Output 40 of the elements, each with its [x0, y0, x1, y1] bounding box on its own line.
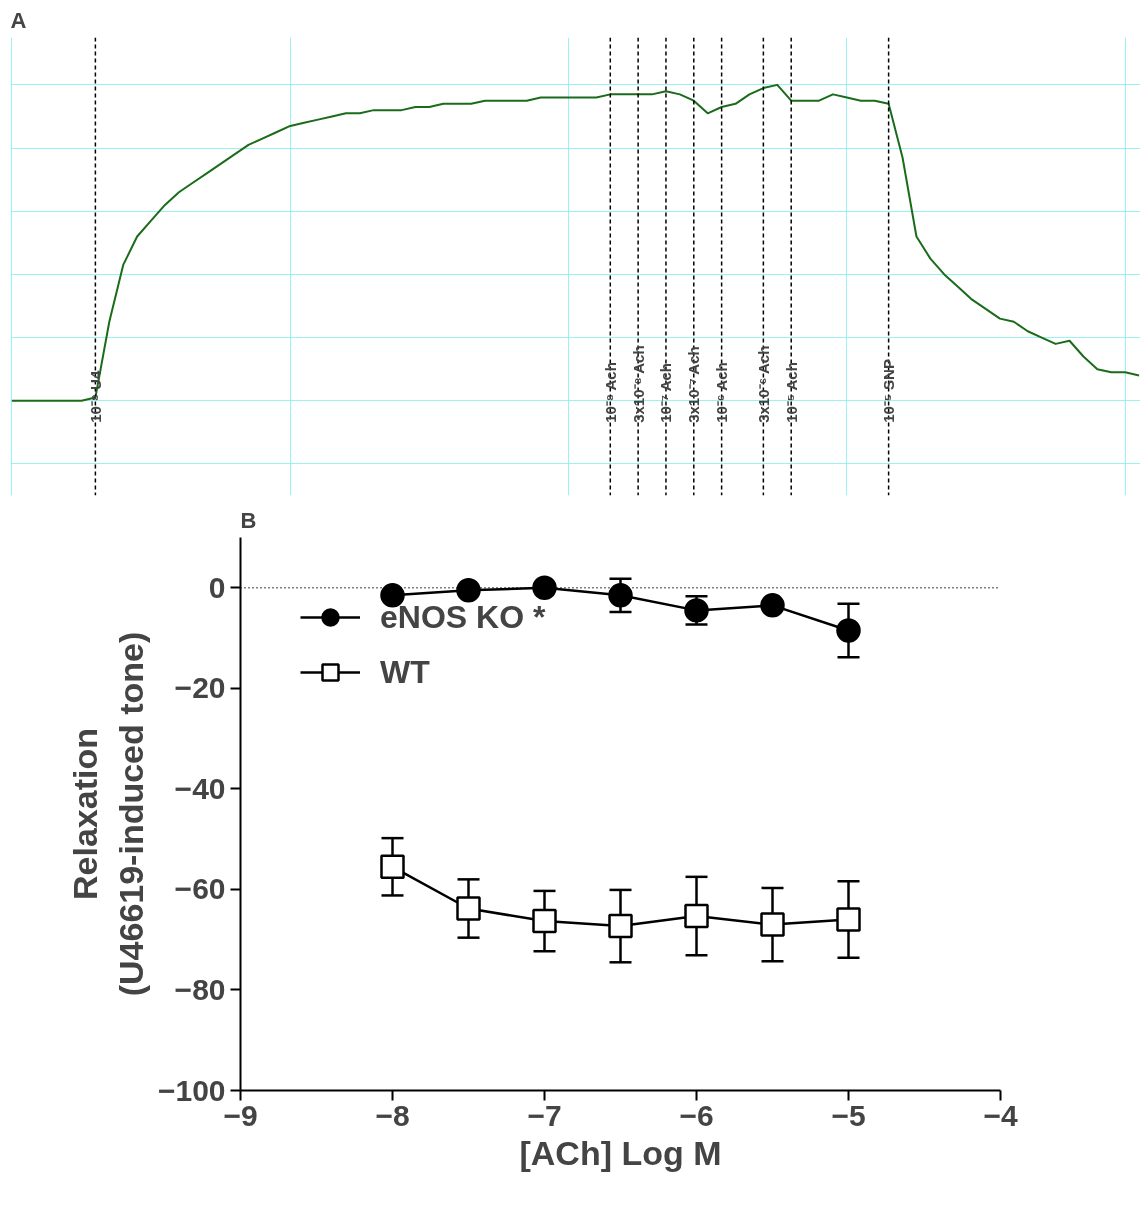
y-axis-title: Relaxation (U46619-induced tone) — [66, 631, 150, 997]
x-tick-label: −6 — [679, 1098, 714, 1132]
point — [456, 896, 481, 921]
x-axis-title: [ACh] Log M — [519, 1133, 722, 1172]
x-tick-label: −8 — [375, 1098, 410, 1132]
legend-label: WT — [380, 653, 430, 691]
x-tick-label: 10⁻⁵ SNP — [880, 359, 898, 423]
x-tick-label: 3x10⁻⁶ Ach — [754, 345, 772, 423]
x-tick-label: 10⁻⁵ Ach — [782, 362, 800, 423]
x-tick-label: 10⁻⁸ U4 — [86, 370, 104, 423]
point — [684, 903, 709, 929]
x-tick-label: 3x10⁻⁷ Ach — [685, 346, 703, 423]
x-tick-label: −5 — [831, 1098, 866, 1132]
legend-label: eNOS KO * — [380, 598, 546, 636]
y-tick-label: −20 — [174, 671, 226, 705]
y-tick-label: −100 — [157, 1073, 226, 1107]
x-tick-label: 10⁻⁶ Ach — [713, 362, 731, 423]
x-tick-label: −7 — [527, 1098, 562, 1132]
point — [608, 583, 633, 608]
point — [380, 854, 405, 880]
x-tick-label: −4 — [983, 1098, 1018, 1132]
x-tick-label: 3x10⁻⁸ Ach — [629, 345, 647, 423]
point — [456, 578, 481, 603]
point — [836, 907, 861, 932]
y-tick-label: −80 — [174, 972, 226, 1006]
point — [380, 583, 405, 608]
point — [760, 593, 785, 618]
point — [532, 908, 557, 934]
point — [532, 575, 557, 600]
chart-title: B — [240, 507, 257, 533]
y-tick-label: −40 — [174, 771, 226, 805]
y-tick-label: −60 — [174, 872, 226, 906]
chart-title: A — [10, 7, 27, 33]
x-tick-label: 10⁻⁸ Ach — [601, 362, 619, 423]
point — [608, 913, 633, 939]
point — [836, 618, 861, 643]
x-tick-label: −9 — [223, 1098, 258, 1132]
x-tick-label: 10⁻⁷ Ach — [657, 363, 675, 423]
y-tick-label: 0 — [208, 570, 226, 604]
point — [760, 912, 785, 937]
